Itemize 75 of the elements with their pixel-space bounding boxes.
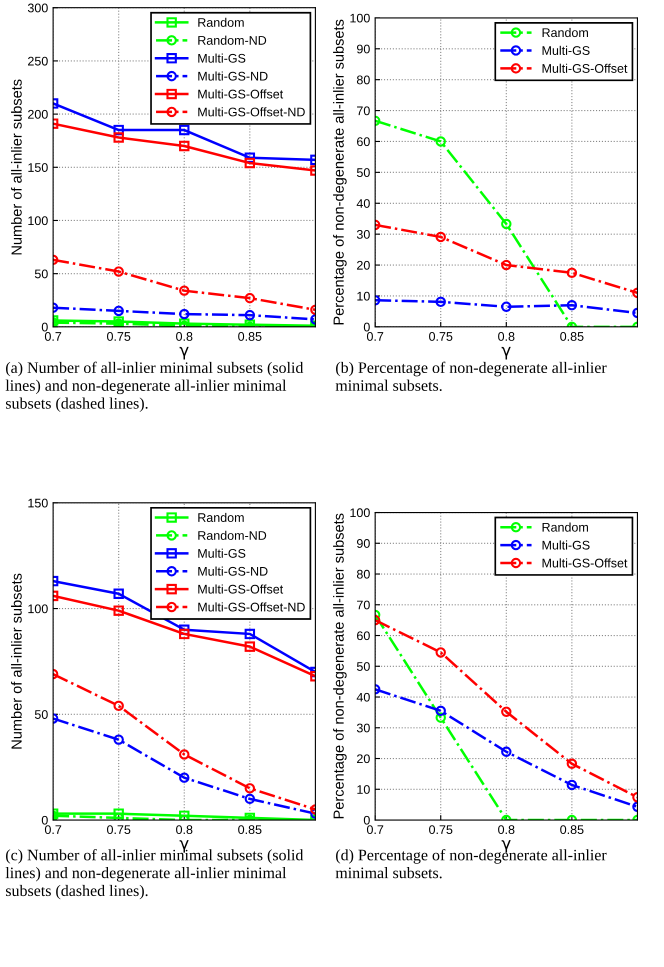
x-tick-label: 0.75 — [429, 825, 452, 834]
y-tick-label: 100 — [28, 216, 48, 226]
x-tick-label: 0.7 — [44, 825, 62, 834]
y-tick-label: 20 — [357, 754, 370, 764]
x-tick-label: 0.7 — [366, 825, 384, 834]
x-axis-title: γ — [502, 346, 511, 360]
y-tick-label: 90 — [356, 44, 370, 54]
legend-label: Multi-GS-Offset — [542, 558, 628, 568]
legend-label: Random-ND — [198, 36, 266, 45]
legend-label: Multi-GS-Offset-ND — [198, 107, 305, 116]
y-tick-label: 150 — [28, 498, 48, 508]
y-tick-label: 40 — [356, 692, 370, 702]
x-tick-label: 0.8 — [176, 332, 192, 341]
legend-label: Random — [198, 18, 244, 27]
y-tick-label: 100 — [350, 14, 370, 23]
legend-label: Random-ND — [198, 530, 266, 540]
legend-label: Multi-GS-Offset — [198, 89, 284, 99]
x-tick-label: 0.85 — [560, 825, 584, 834]
text: (a) Number of all-inlier minimal subsets (solid lines) and non-degenerate all-inlier minimal subsets (dashed lines). — [6, 362, 304, 412]
y-tick-label: 90 — [356, 539, 370, 548]
legend-label: Multi-GS — [198, 54, 246, 63]
y-tick-label: 0 — [42, 322, 48, 332]
y-tick-label: 30 — [356, 724, 370, 732]
y-tick-label: 50 — [34, 710, 48, 719]
legend-label: Multi-GS-ND — [198, 566, 268, 576]
x-tick-label: 0.75 — [429, 332, 452, 341]
y-tick-label: 10 — [357, 785, 370, 794]
y-tick-label: 40 — [356, 199, 370, 208]
y-tick-label: 100 — [350, 508, 370, 518]
legend-label: Multi-GS — [198, 548, 246, 558]
legend-label: Random — [198, 512, 244, 522]
y-axis-title: Number of all-inlier subsets — [11, 574, 22, 749]
legend-label: Multi-GS-ND — [198, 71, 268, 81]
y-tick-label: 60 — [357, 631, 370, 640]
y-tick-label: 200 — [28, 110, 48, 119]
x-tick-label: 0.85 — [560, 332, 584, 341]
x-tick-label: 0.8 — [498, 825, 514, 834]
y-tick-label: 250 — [28, 56, 48, 66]
x-axis-title: γ — [180, 346, 189, 360]
y-tick-label: 80 — [356, 75, 370, 84]
x-tick-label: 0.8 — [498, 332, 514, 341]
y-tick-label: 70 — [357, 106, 370, 116]
x-tick-label: 0.75 — [107, 825, 130, 834]
x-tick-label: 0.7 — [44, 332, 62, 341]
y-tick-label: 70 — [357, 600, 370, 610]
legend-label: Multi-GS-Offset-ND — [198, 602, 305, 612]
y-tick-label: 150 — [28, 163, 48, 172]
legend-label: Random — [542, 522, 588, 532]
y-tick-label: 0 — [364, 816, 370, 825]
y-tick-label: 20 — [357, 260, 370, 270]
y-axis-title: Percentage of non-degenerate all-inlier subsets — [333, 20, 347, 324]
x-tick-label: 0.7 — [366, 332, 384, 341]
y-tick-label: 50 — [34, 269, 48, 278]
text: (b) Percentage of non-degenerate all-inlier minimal subsets. — [336, 362, 607, 391]
y-tick-label: 50 — [356, 662, 370, 671]
y-tick-label: 60 — [357, 137, 370, 146]
y-tick-label: 80 — [356, 570, 370, 579]
legend-label: Random — [542, 28, 588, 38]
legend-label: Multi-GS — [542, 540, 590, 550]
x-tick-label: 0.85 — [238, 825, 262, 834]
legend-label: Multi-GS — [542, 46, 590, 55]
x-tick-label: 0.8 — [176, 825, 192, 834]
y-tick-label: 0 — [42, 816, 48, 825]
x-tick-label: 0.85 — [238, 332, 262, 341]
y-tick-label: 50 — [356, 168, 370, 178]
y-tick-label: 300 — [28, 4, 48, 12]
y-tick-label: 10 — [357, 292, 370, 301]
x-tick-label: 0.75 — [107, 332, 130, 341]
legend-label: Multi-GS-Offset — [198, 584, 284, 594]
y-tick-label: 100 — [28, 604, 48, 614]
y-tick-label: 30 — [356, 230, 370, 239]
y-tick-label: 0 — [364, 322, 370, 332]
y-axis-title: Number of all-inlier subsets — [11, 79, 22, 254]
legend-label: Multi-GS-Offset — [542, 64, 628, 73]
y-axis-title: Percentage of non-degenerate all-inlier subsets — [333, 514, 347, 818]
